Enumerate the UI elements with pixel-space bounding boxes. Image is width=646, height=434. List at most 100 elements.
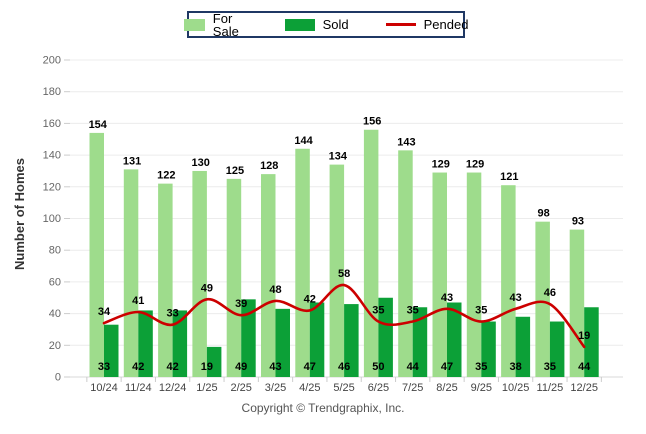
sold-value-label: 43 — [269, 361, 281, 373]
legend-label-for-sale: For Sale — [212, 10, 239, 39]
for-sale-value-label: 143 — [397, 136, 415, 148]
pended-value-label: 43 — [509, 292, 521, 304]
legend-item-sold: Sold — [284, 17, 349, 32]
for-sale-bar — [569, 229, 585, 377]
y-tick-label: 40 — [49, 308, 61, 320]
pended-value-label: 19 — [578, 330, 590, 342]
chart-legend: For Sale Sold Pended — [183, 10, 468, 39]
for-sale-value-label: 93 — [572, 216, 584, 228]
sold-bar — [241, 299, 256, 377]
sold-value-label: 49 — [235, 361, 247, 373]
x-tick-label: 6/25 — [368, 382, 389, 394]
for-sale-bar — [329, 164, 345, 377]
pended-value-label: 39 — [235, 298, 247, 310]
sold-bar — [206, 346, 222, 377]
sold-bar — [138, 310, 153, 377]
pended-value-label: 33 — [166, 308, 178, 320]
x-tick-label: 5/25 — [333, 382, 354, 394]
for-sale-bar — [89, 132, 104, 377]
x-tick-label: 3/25 — [265, 382, 286, 394]
pended-value-label: 46 — [544, 287, 556, 299]
y-tick-label: 200 — [43, 55, 61, 67]
sold-value-label: 35 — [544, 361, 556, 373]
y-tick-label: 140 — [43, 150, 61, 162]
for-sale-bar — [192, 170, 207, 377]
for-sale-value-label: 128 — [260, 160, 278, 172]
for-sale-bar — [363, 129, 379, 377]
sold-bar — [584, 307, 599, 377]
sold-value-label: 47 — [304, 361, 316, 373]
legend-label-pended: Pended — [423, 17, 469, 32]
pended-value-label: 48 — [269, 284, 281, 296]
x-tick-label: 4/25 — [299, 382, 320, 394]
sold-value-label: 47 — [441, 361, 453, 373]
y-tick-label: 100 — [43, 213, 61, 225]
pended-value-label: 43 — [441, 292, 453, 304]
x-tick-label: 10/25 — [502, 382, 530, 394]
for-sale-bar — [226, 178, 242, 377]
for-sale-value-label: 125 — [226, 165, 244, 177]
x-tick-label: 11/25 — [537, 382, 564, 394]
x-tick-label: 8/25 — [436, 382, 457, 394]
pended-value-label: 41 — [132, 295, 144, 307]
sold-bar — [104, 324, 119, 377]
sold-value-label: 50 — [372, 361, 384, 373]
for-sale-value-label: 134 — [329, 151, 348, 163]
for-sale-value-label: 121 — [500, 171, 518, 183]
pended-value-label: 34 — [98, 306, 111, 318]
sold-value-label: 42 — [132, 361, 144, 373]
pended-line — [102, 283, 586, 349]
y-tick-label: 180 — [43, 86, 61, 98]
sold-value-label: 44 — [578, 361, 591, 373]
sold-bar — [412, 307, 428, 377]
y-tick-label: 160 — [43, 118, 61, 130]
for-sale-value-label: 144 — [294, 135, 313, 147]
for-sale-bar — [261, 174, 276, 377]
y-tick-label: 0 — [55, 372, 61, 384]
x-tick-label: 12/24 — [159, 382, 187, 394]
for-sale-value-label: 156 — [363, 116, 381, 128]
pended-value-label: 35 — [407, 305, 419, 317]
sold-bar — [344, 304, 359, 377]
copyright-text: Copyright © Trendgraphix, Inc. — [241, 401, 405, 415]
pended-value-label: 42 — [304, 293, 316, 305]
sold-bar — [481, 321, 496, 377]
y-tick-label: 80 — [49, 245, 61, 257]
sold-bar — [549, 321, 565, 377]
for-sale-value-label: 122 — [157, 170, 175, 182]
for-sale-bar — [535, 221, 550, 377]
x-tick-label: 10/24 — [90, 382, 118, 394]
for-sale-value-label: 129 — [466, 159, 484, 171]
x-tick-label: 2/25 — [230, 382, 251, 394]
legend-item-pended: Pended — [385, 17, 469, 32]
sold-value-label: 33 — [98, 361, 110, 373]
for-sale-swatch-icon — [183, 18, 205, 31]
for-sale-bar — [158, 183, 173, 377]
sold-bar — [172, 310, 188, 377]
legend-label-sold: Sold — [322, 17, 349, 32]
sold-bar — [515, 316, 531, 377]
for-sale-bar — [123, 169, 139, 377]
for-sale-bar — [466, 172, 482, 377]
sold-value-label: 42 — [166, 361, 178, 373]
sold-swatch-icon — [284, 18, 315, 31]
sold-bar — [378, 297, 393, 377]
sold-bar — [447, 302, 462, 377]
for-sale-bar — [432, 172, 447, 377]
x-tick-label: 1/25 — [196, 382, 217, 394]
sold-bar — [309, 302, 325, 377]
sold-value-label: 44 — [407, 361, 420, 373]
y-tick-label: 120 — [43, 181, 61, 193]
x-tick-label: 9/25 — [471, 382, 492, 394]
for-sale-value-label: 131 — [123, 155, 141, 167]
for-sale-bar — [398, 150, 413, 377]
y-tick-label: 60 — [49, 276, 61, 288]
sold-value-label: 46 — [338, 361, 350, 373]
x-tick-label: 11/24 — [125, 382, 152, 394]
pended-value-label: 35 — [372, 305, 384, 317]
pended-value-label: 49 — [201, 282, 213, 294]
for-sale-bar — [501, 185, 516, 377]
for-sale-value-label: 130 — [191, 157, 209, 169]
for-sale-bar — [295, 148, 310, 377]
